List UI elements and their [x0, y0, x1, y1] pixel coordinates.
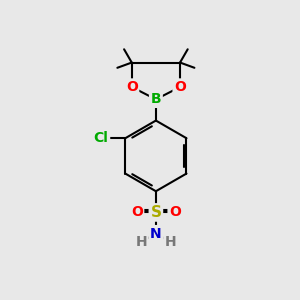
Text: B: B: [151, 92, 161, 106]
Text: Cl: Cl: [94, 131, 109, 145]
Text: O: O: [174, 80, 186, 94]
Text: O: O: [131, 206, 143, 219]
Text: N: N: [150, 226, 162, 241]
Text: H: H: [135, 235, 147, 249]
Text: O: O: [169, 206, 181, 219]
Text: H: H: [165, 235, 176, 249]
Text: S: S: [150, 205, 161, 220]
Text: O: O: [126, 80, 138, 94]
